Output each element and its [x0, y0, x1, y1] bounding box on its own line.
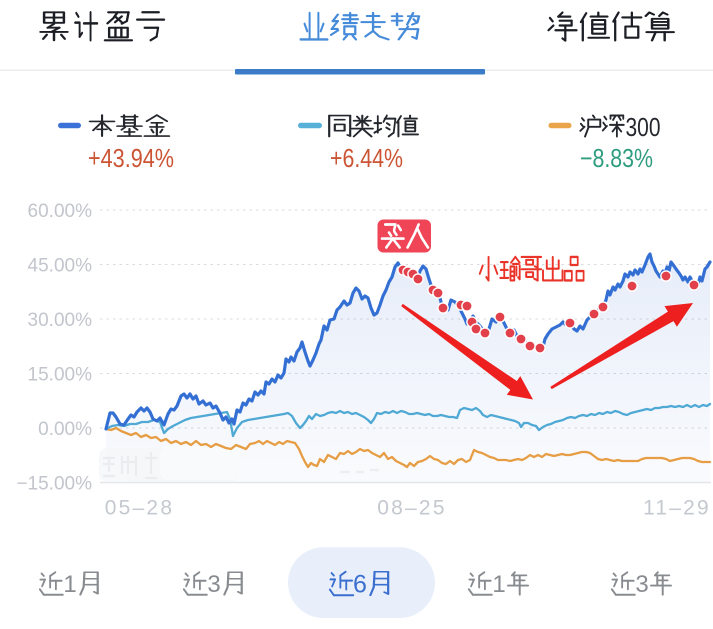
svg-text:05–28: 05–28 [105, 497, 174, 520]
svg-text:11–29: 11–29 [643, 497, 711, 520]
svg-text:300: 300 [626, 112, 661, 142]
svg-text:0.00%: 0.00% [38, 419, 92, 440]
svg-text:1: 1 [63, 571, 76, 598]
svg-text:+43.94%: +43.94% [88, 143, 174, 173]
svg-text:−15.00%: −15.00% [16, 474, 92, 495]
svg-text:15.00%: 15.00% [28, 365, 93, 386]
svg-text:60.00%: 60.00% [28, 201, 93, 222]
svg-text:45.00%: 45.00% [28, 256, 93, 277]
svg-text:−8.83%: −8.83% [580, 143, 653, 173]
svg-text:+6.44%: +6.44% [330, 143, 403, 173]
svg-text:08–25: 08–25 [377, 497, 446, 520]
svg-text:3: 3 [207, 571, 220, 598]
svg-text:1: 1 [492, 571, 505, 598]
svg-text:3: 3 [635, 571, 648, 598]
svg-text:30.00%: 30.00% [28, 310, 93, 331]
svg-text:6: 6 [353, 571, 367, 599]
